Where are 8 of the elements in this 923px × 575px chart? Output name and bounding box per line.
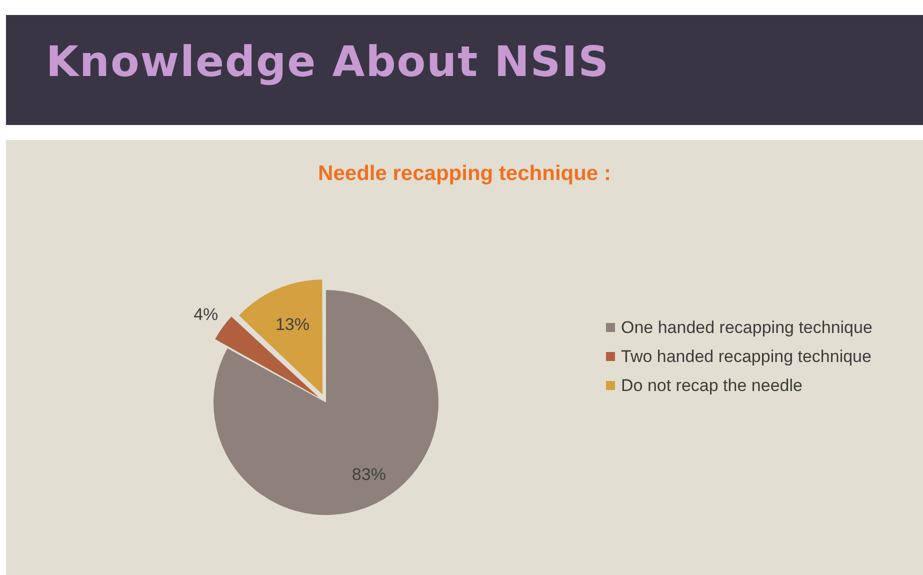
- legend-label: Two handed recapping technique: [621, 346, 872, 368]
- chart-subtitle: Needle recapping technique :: [317, 162, 612, 186]
- data-label: 4%: [194, 304, 218, 324]
- legend-label: Do not recap the needle: [621, 375, 802, 397]
- chart-title: Knowledge About NSIS: [46, 37, 610, 86]
- legend-label: One handed recapping technique: [621, 317, 872, 339]
- data-label: 13%: [275, 314, 310, 334]
- data-label: 83%: [352, 464, 386, 484]
